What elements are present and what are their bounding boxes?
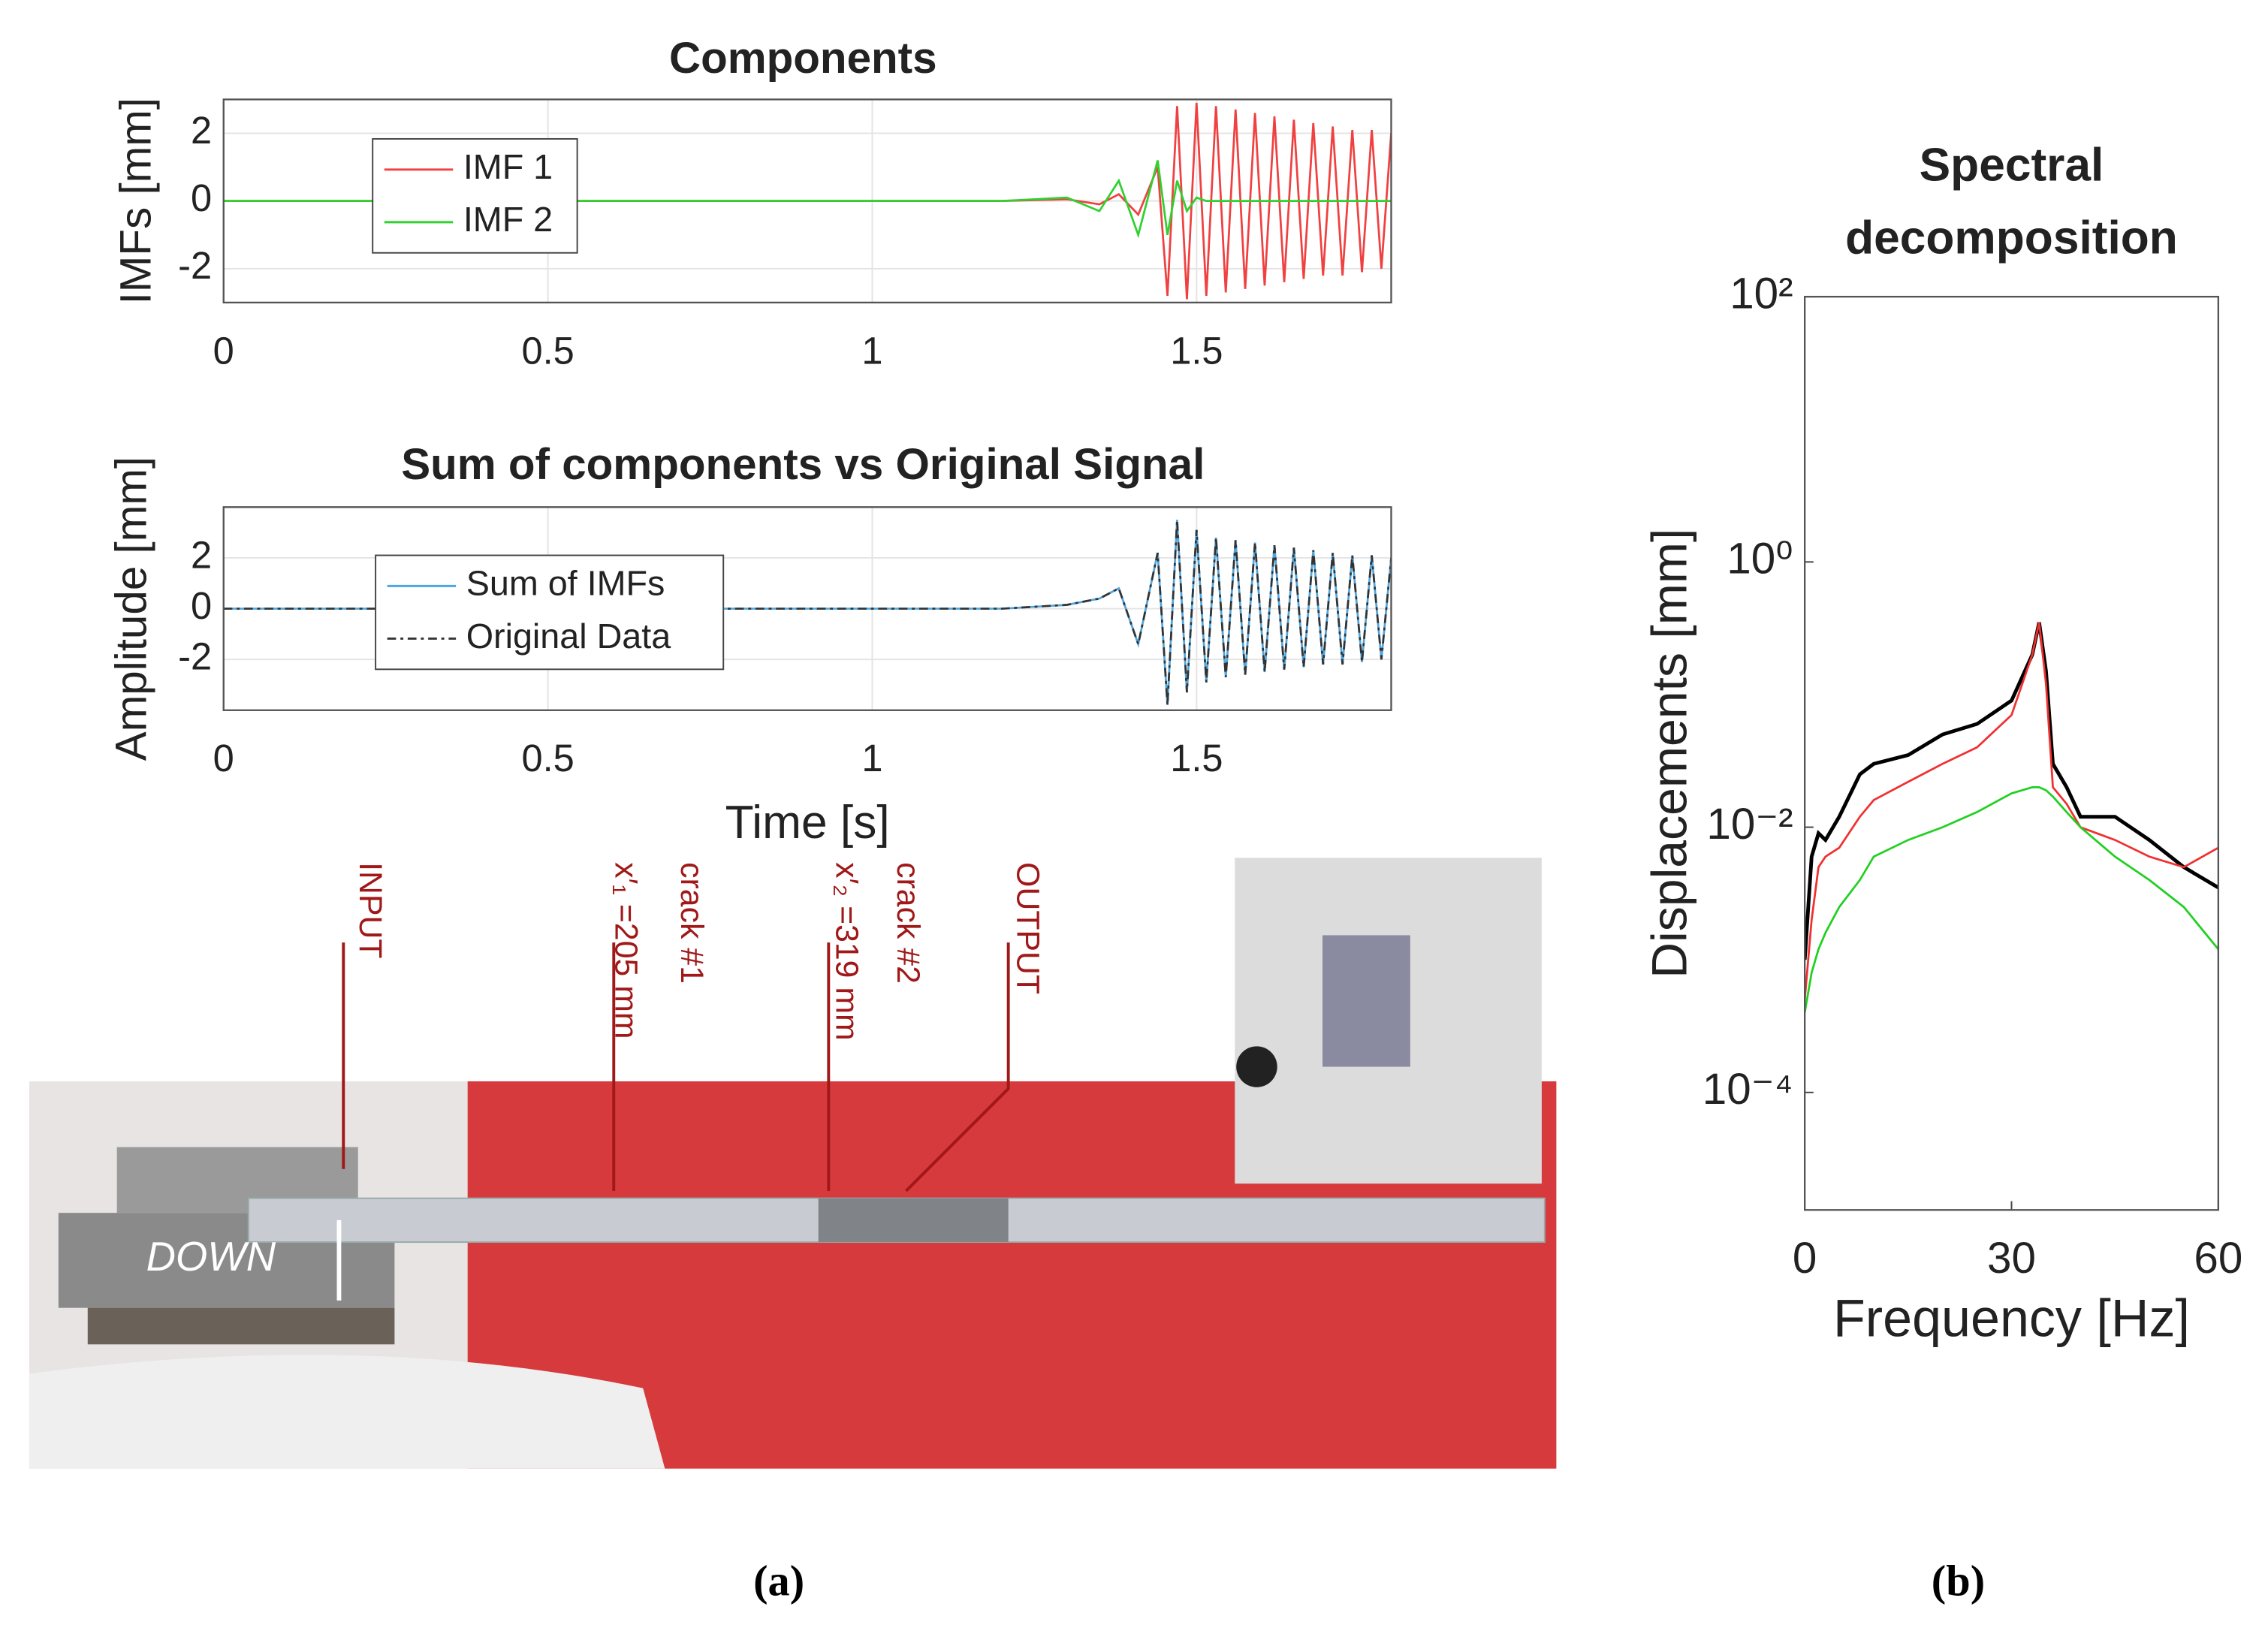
photo-label: crack #2 (890, 862, 926, 984)
y-axis-label: Amplitude [mm] (107, 457, 155, 761)
x-tick-label: 1.5 (1170, 329, 1223, 372)
chart-title: Components (669, 34, 937, 83)
series-line (1805, 622, 2218, 960)
y-tick-label: -2 (178, 244, 212, 287)
plot-area (1805, 297, 2218, 1210)
plot-frame (222, 506, 1392, 711)
legend-label: Original Data (466, 617, 671, 656)
series-line (223, 520, 1392, 706)
x-axis-label: Time [s] (725, 797, 890, 849)
photo-label: INPUT (352, 862, 388, 958)
series-line (1805, 622, 2218, 1000)
plot-frame (222, 98, 1392, 304)
plot-frame (1803, 295, 2220, 1211)
photo-label: x′₁ =205 mm (608, 862, 644, 1039)
series-line (223, 160, 1392, 239)
x-tick-label: 0.5 (521, 329, 574, 372)
y-tick-label: 10⁰ (1727, 535, 1793, 583)
chart-title: Sum of components vs Original Signal (401, 440, 1205, 489)
legend-label: Sum of IMFs (466, 564, 665, 603)
y-tick-label: 2 (191, 533, 212, 576)
y-tick-label: -2 (178, 635, 212, 678)
legend-box (375, 554, 725, 671)
x-tick-label: 1 (861, 329, 882, 372)
caption: (b) (1932, 1557, 1985, 1605)
y-tick-label: 2 (191, 109, 212, 152)
x-tick-label: 1.5 (1170, 737, 1223, 779)
y-tick-label: 0 (191, 176, 212, 219)
photo-label: OUTPUT (1010, 862, 1046, 994)
series-line (1805, 785, 2218, 1013)
y-axis-label: IMFs [mm] (111, 98, 160, 305)
y-axis-label: Displacements [mm] (1642, 529, 1697, 978)
photo: INPUT x′₁ =205 mm crack #1 x′₂ =319 mm c… (29, 858, 1557, 1469)
x-tick-label: 0 (1793, 1234, 1817, 1283)
y-tick-label: 0 (191, 584, 212, 627)
y-tick-label: 10⁻² (1706, 800, 1793, 849)
chart-title: decomposition (1845, 213, 2178, 264)
x-tick-label: 0.5 (521, 737, 574, 779)
legend-box (372, 137, 578, 254)
x-tick-label: 0 (213, 329, 234, 372)
x-tick-label: 0 (213, 737, 234, 779)
photo-label: crack #1 (674, 862, 710, 984)
legend-label: IMF 2 (463, 200, 553, 239)
series-line (223, 102, 1392, 300)
chart-title: Spectral (1920, 139, 2104, 191)
x-tick-label: 60 (2194, 1234, 2242, 1283)
x-tick-label: 1 (861, 737, 882, 779)
x-tick-label: 30 (1987, 1234, 2036, 1283)
legend-label: IMF 1 (463, 147, 553, 186)
caption: (a) (753, 1557, 804, 1605)
x-axis-label: Frequency [Hz] (1833, 1289, 2190, 1348)
y-tick-label: 10² (1730, 270, 1793, 318)
photo-label: DOWN (146, 1234, 276, 1280)
y-tick-label: 10⁻⁴ (1703, 1065, 1793, 1114)
photo-label: x′₂ =319 mm (828, 862, 864, 1041)
